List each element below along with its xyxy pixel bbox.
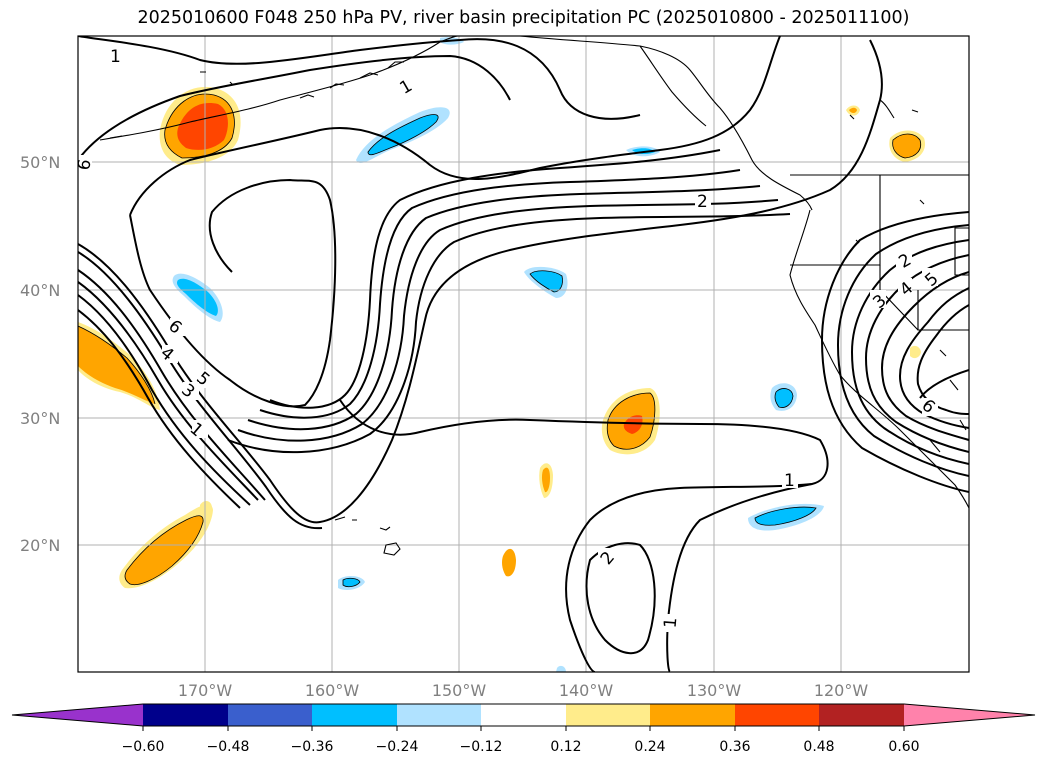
colorbar-segment xyxy=(735,704,819,726)
colorbar-segment xyxy=(312,704,397,726)
colorbar-tick: −0.36 xyxy=(291,739,334,755)
colorbar-segment xyxy=(819,704,904,726)
svg-text:1: 1 xyxy=(784,471,795,491)
colorbar-tick: 0.36 xyxy=(719,739,750,755)
colorbar-extend-high xyxy=(904,704,1035,726)
colorbar xyxy=(11,703,1036,731)
colorbar-segment xyxy=(481,704,566,726)
colorbar-segment xyxy=(397,704,481,726)
svg-text:1: 1 xyxy=(110,47,121,67)
shading-outlines xyxy=(78,93,922,588)
colorbar-segment xyxy=(650,704,735,726)
graticule xyxy=(78,36,969,672)
plot-frame xyxy=(77,35,970,673)
colorbar-extend-low xyxy=(12,704,143,726)
colorbar-tick: 0.48 xyxy=(803,739,834,755)
lon-label: 170°W xyxy=(178,681,233,700)
colorbar-tick: 0.24 xyxy=(634,739,665,755)
colorbar-tick: 0.60 xyxy=(888,739,919,755)
colorbar-segment xyxy=(566,704,650,726)
colorbar-tick: −0.48 xyxy=(207,739,250,755)
lat-label: 30°N xyxy=(20,409,60,428)
map-title: 2025010600 F048 250 hPa PV, river basin … xyxy=(137,8,910,28)
lat-label: 20°N xyxy=(20,536,60,555)
lon-label: 140°W xyxy=(559,681,614,700)
lon-label: 150°W xyxy=(432,681,487,700)
colorbar-segment xyxy=(143,704,228,726)
lon-label: 120°W xyxy=(814,681,869,700)
lon-label: 160°W xyxy=(305,681,360,700)
svg-text:1: 1 xyxy=(661,617,682,630)
longitude-labels: 170°W 160°W 150°W 140°W 130°W 120°W xyxy=(178,681,869,700)
svg-text:6: 6 xyxy=(74,158,96,172)
colorbar-tick: 0.12 xyxy=(550,739,581,755)
colorbar-segment xyxy=(228,704,312,726)
colorbar-tick-labels: −0.60 −0.48 −0.36 −0.24 −0.12 0.12 0.24 … xyxy=(122,739,920,755)
svg-text:2: 2 xyxy=(697,192,708,212)
colorbar-tick: −0.24 xyxy=(376,739,419,755)
latitude-labels: 50°N 40°N 30°N 20°N xyxy=(20,153,60,555)
colorbar-tick: −0.60 xyxy=(122,739,165,755)
lat-label: 50°N xyxy=(20,153,60,172)
lat-label: 40°N xyxy=(20,281,60,300)
lon-label: 130°W xyxy=(687,681,742,700)
colorbar-tick: −0.12 xyxy=(460,739,503,755)
